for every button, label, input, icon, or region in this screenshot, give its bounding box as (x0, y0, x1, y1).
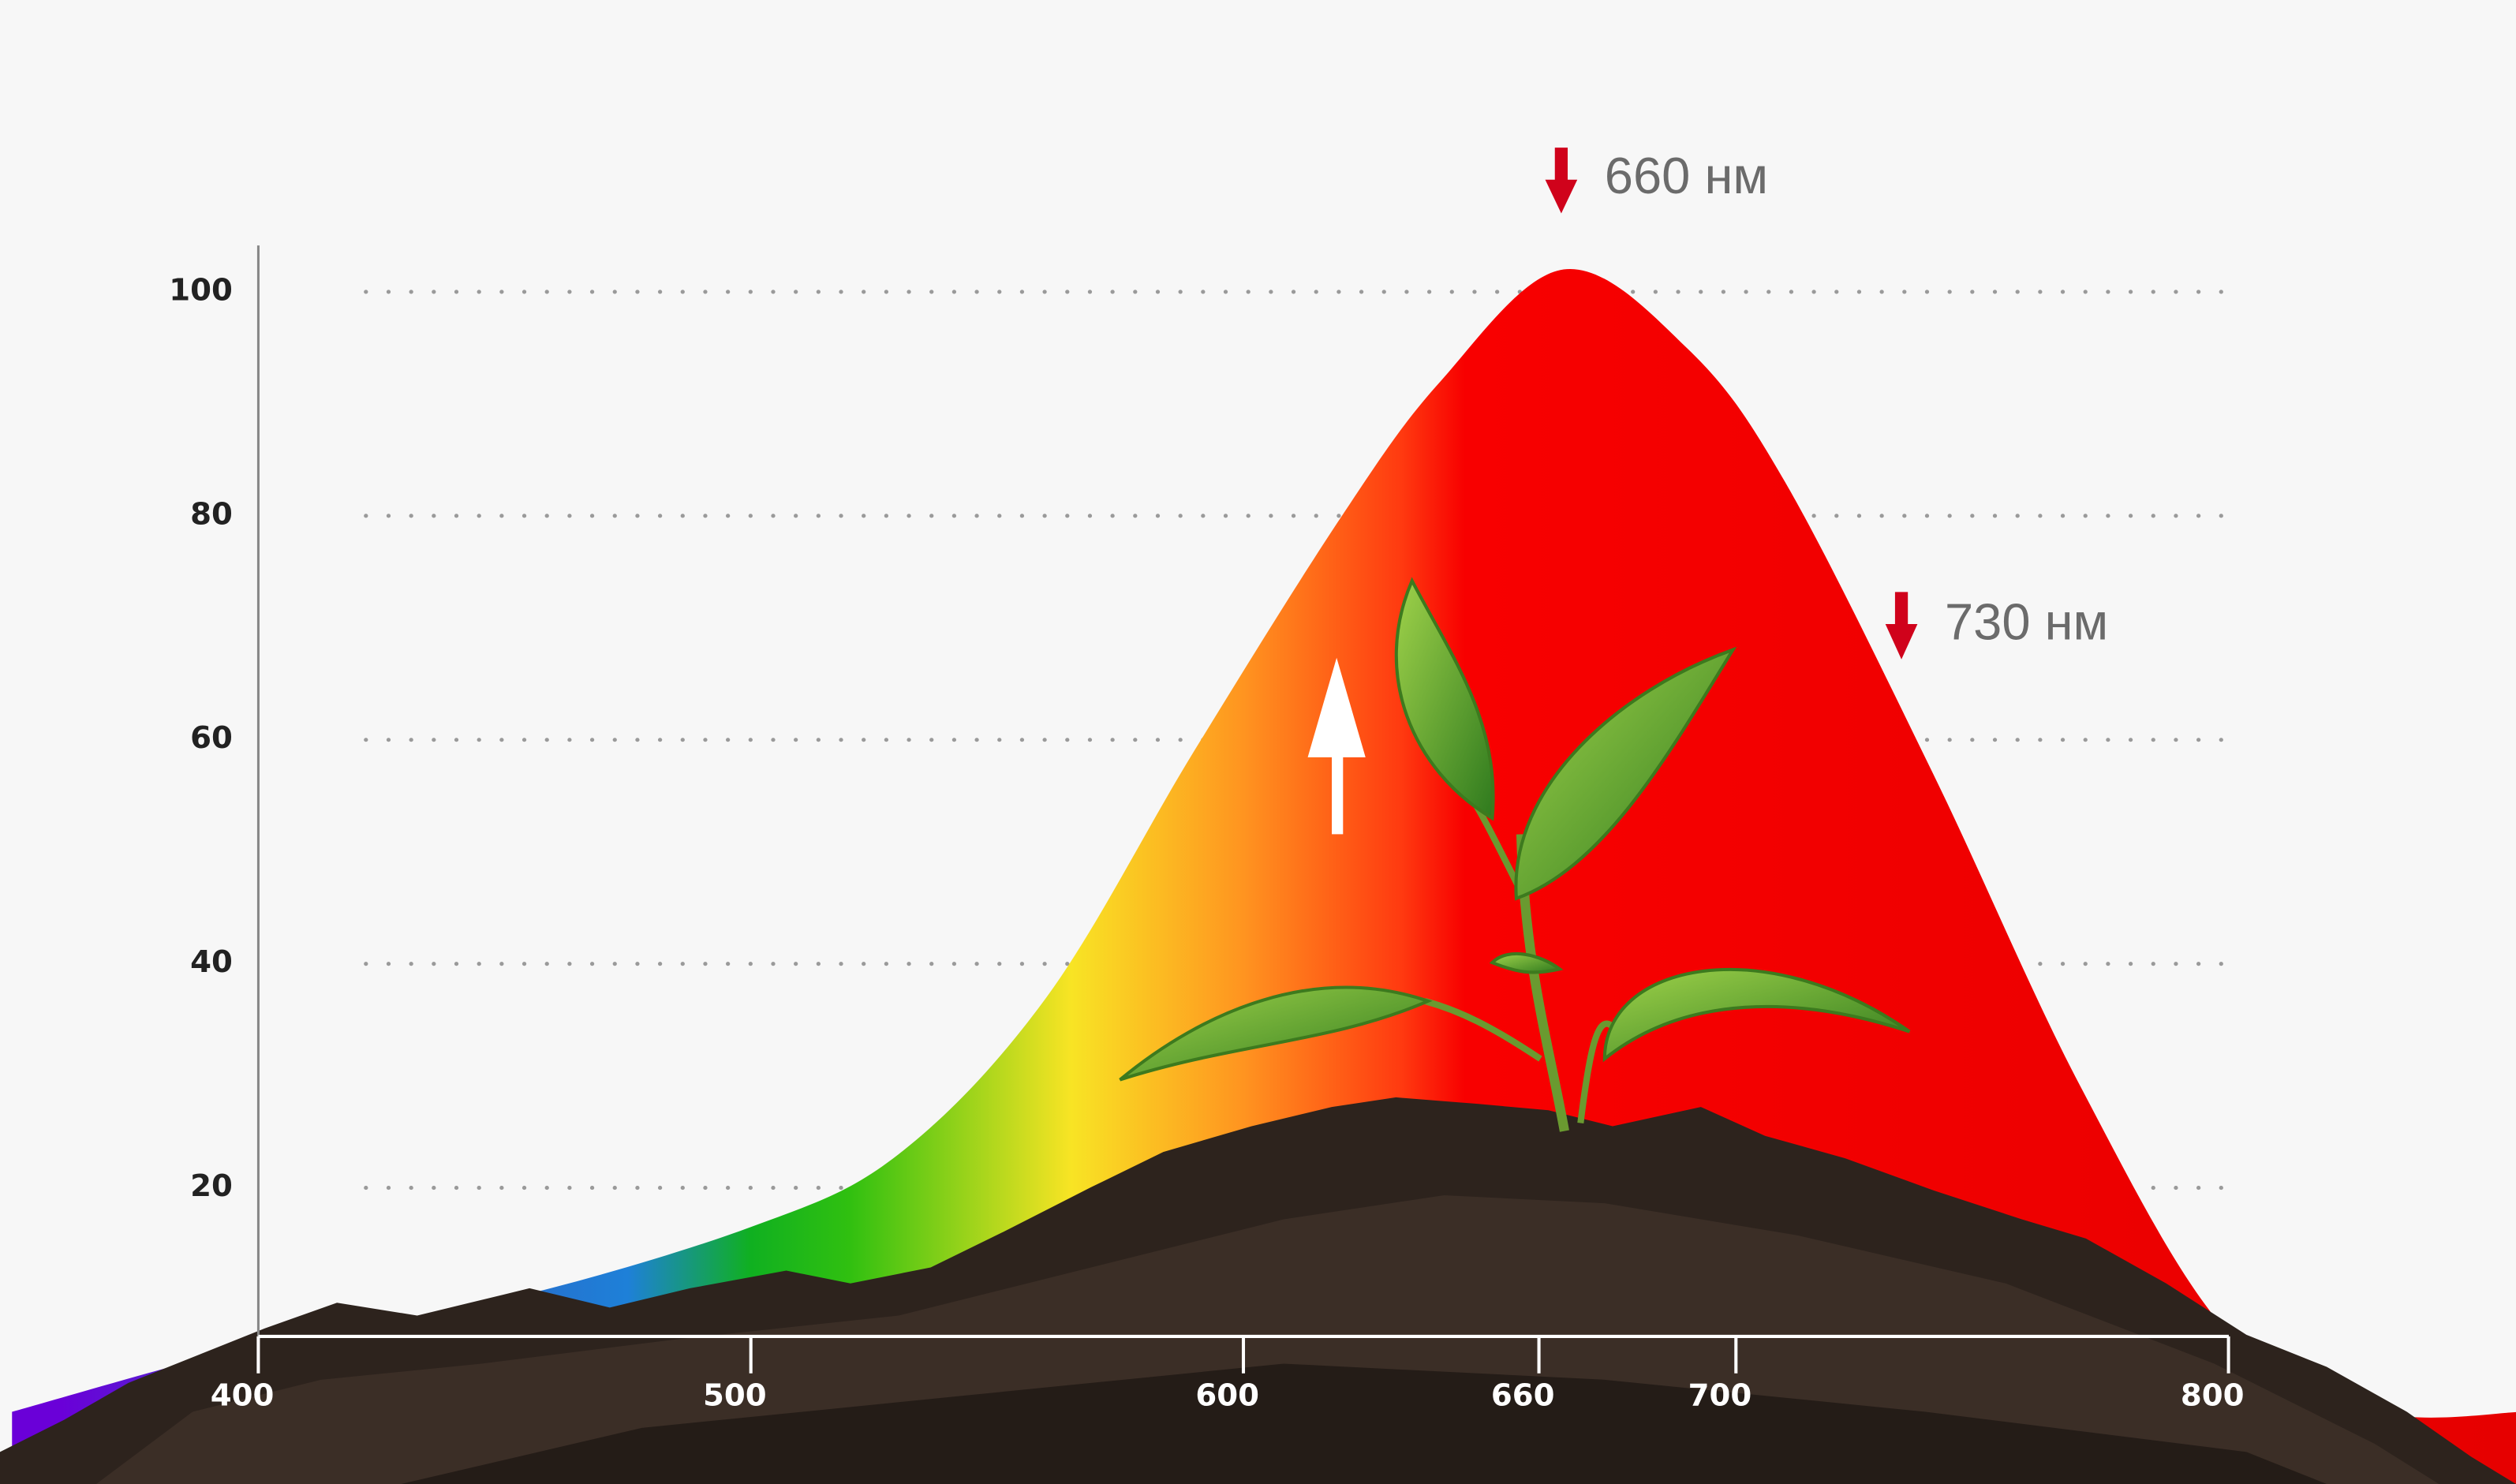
y-tick-label: 100 (169, 272, 233, 308)
leaf (1489, 951, 1564, 974)
y-tick-label: 80 (190, 496, 233, 532)
decoration (0, 148, 2516, 1484)
soil-shadow (401, 1363, 2327, 1484)
annotation: 660 нм (1605, 147, 1768, 204)
up-arrow (1307, 657, 1366, 835)
x-tick-label: 800 (2181, 1378, 2245, 1414)
down-arrow (1545, 148, 1578, 214)
x-tick-label: 400 (211, 1378, 275, 1414)
annotation: 730 нм (1945, 592, 2108, 650)
leaf (1394, 577, 1495, 821)
y-tick-label: 20 (190, 1168, 233, 1204)
down-arrow (1885, 592, 1918, 660)
y-tick-label: 60 (190, 720, 233, 756)
leaf (1119, 985, 1433, 1082)
y-tick-label: 40 (190, 944, 233, 980)
leaf (1602, 967, 1911, 1063)
x-tick-label: 600 (1195, 1378, 1259, 1414)
x-tick-label: 500 (703, 1378, 767, 1414)
leaf (1514, 646, 1737, 901)
x-tick-label: 700 (1688, 1378, 1752, 1414)
x-tick-label: 660 (1491, 1378, 1555, 1414)
